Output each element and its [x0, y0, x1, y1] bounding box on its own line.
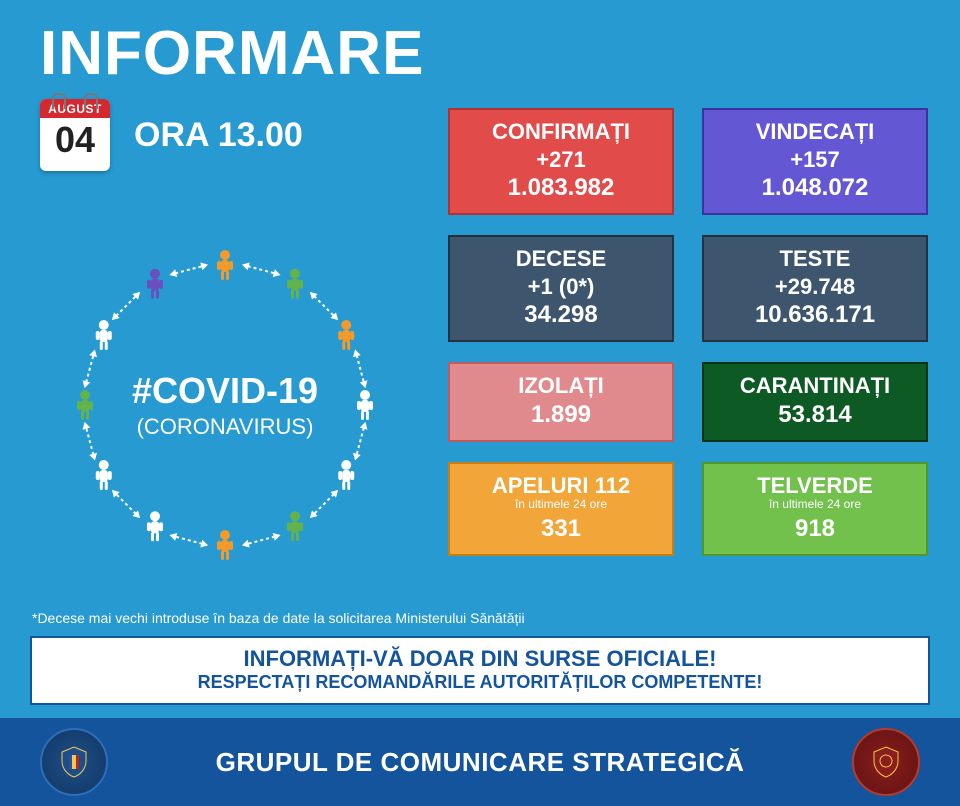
hashtag-sub: (CORONAVIRUS)	[40, 414, 410, 440]
stat-label: TESTE	[710, 245, 920, 273]
footer-text: GRUPUL DE COMUNICARE STRATEGICĂ	[216, 747, 745, 778]
arrow-icon	[240, 258, 282, 282]
person-icon	[283, 514, 307, 538]
stat-box: APELURI 112în ultimele 24 ore 331	[448, 462, 674, 557]
footer: GRUPUL DE COMUNICARE STRATEGICĂ	[0, 718, 960, 806]
stat-label: APELURI 112	[456, 472, 666, 500]
stat-box: CONFIRMAȚI+2711.083.982	[448, 108, 674, 215]
stat-total: 10.636.171	[710, 300, 920, 330]
time-label: ORA 13.00	[134, 116, 303, 155]
stat-label: IZOLAȚI	[456, 372, 666, 400]
person-icon	[143, 514, 167, 538]
stat-delta: +157	[710, 146, 920, 174]
people-circle: #COVID-19 (CORONAVIRUS)	[40, 220, 410, 590]
stat-label: DECESE	[456, 245, 666, 273]
person-icon	[143, 272, 167, 296]
stat-delta: +29.748	[710, 273, 920, 301]
emergency-crest-icon	[852, 728, 920, 796]
stat-delta: +271	[456, 146, 666, 174]
arrow-icon	[240, 528, 282, 552]
stat-label: TELVERDE	[710, 472, 920, 500]
stat-delta: +1 (0*)	[456, 273, 666, 301]
stat-sub: în ultimele 24 ore	[456, 497, 666, 512]
page-title: INFORMARE	[0, 0, 960, 89]
stat-label: VINDECAȚI	[710, 118, 920, 146]
stat-total: 331	[456, 514, 666, 544]
person-icon	[283, 272, 307, 296]
stat-label: CONFIRMAȚI	[456, 118, 666, 146]
arrow-icon	[168, 528, 210, 552]
stat-total: 1.048.072	[710, 173, 920, 203]
footnote: *Decese mai vechi introduse în baza de d…	[32, 610, 525, 626]
person-icon	[334, 323, 358, 347]
hashtag-block: #COVID-19 (CORONAVIRUS)	[40, 370, 410, 440]
stat-box: TESTE+29.74810.636.171	[702, 235, 928, 342]
calendar-day: 04	[55, 122, 95, 158]
stat-sub: în ultimele 24 ore	[710, 497, 920, 512]
stats-grid: CONFIRMAȚI+2711.083.982 VINDECAȚI+1571.04…	[448, 108, 928, 556]
stat-total: 34.298	[456, 300, 666, 330]
info-banner: INFORMAȚI-VĂ DOAR DIN SURSE OFICIALE! RE…	[30, 636, 930, 705]
arrow-icon	[107, 287, 145, 325]
stat-total: 918	[710, 514, 920, 544]
arrow-icon	[168, 258, 210, 282]
calendar-icon: AUGUST 04	[40, 99, 110, 171]
stat-label: CARANTINAȚI	[710, 372, 920, 400]
stat-box: CARANTINAȚI53.814	[702, 362, 928, 442]
stat-total: 1.899	[456, 400, 666, 430]
banner-line2: RESPECTAȚI RECOMANDĂRILE AUTORITĂȚILOR C…	[38, 672, 922, 693]
stat-total: 1.083.982	[456, 173, 666, 203]
hashtag-main: #COVID-19	[40, 370, 410, 412]
person-icon	[334, 463, 358, 487]
stat-box: DECESE+1 (0*)34.298	[448, 235, 674, 342]
person-icon	[92, 463, 116, 487]
person-icon	[213, 253, 237, 277]
person-icon	[213, 533, 237, 557]
person-icon	[92, 323, 116, 347]
stat-total: 53.814	[710, 400, 920, 430]
stat-box: TELVERDEîn ultimele 24 ore 918	[702, 462, 928, 557]
gov-crest-icon	[40, 728, 108, 796]
arrow-icon	[305, 485, 343, 523]
banner-line1: INFORMAȚI-VĂ DOAR DIN SURSE OFICIALE!	[38, 646, 922, 672]
stat-box: VINDECAȚI+1571.048.072	[702, 108, 928, 215]
calendar-month: AUGUST	[40, 99, 110, 118]
stat-box: IZOLAȚI1.899	[448, 362, 674, 442]
